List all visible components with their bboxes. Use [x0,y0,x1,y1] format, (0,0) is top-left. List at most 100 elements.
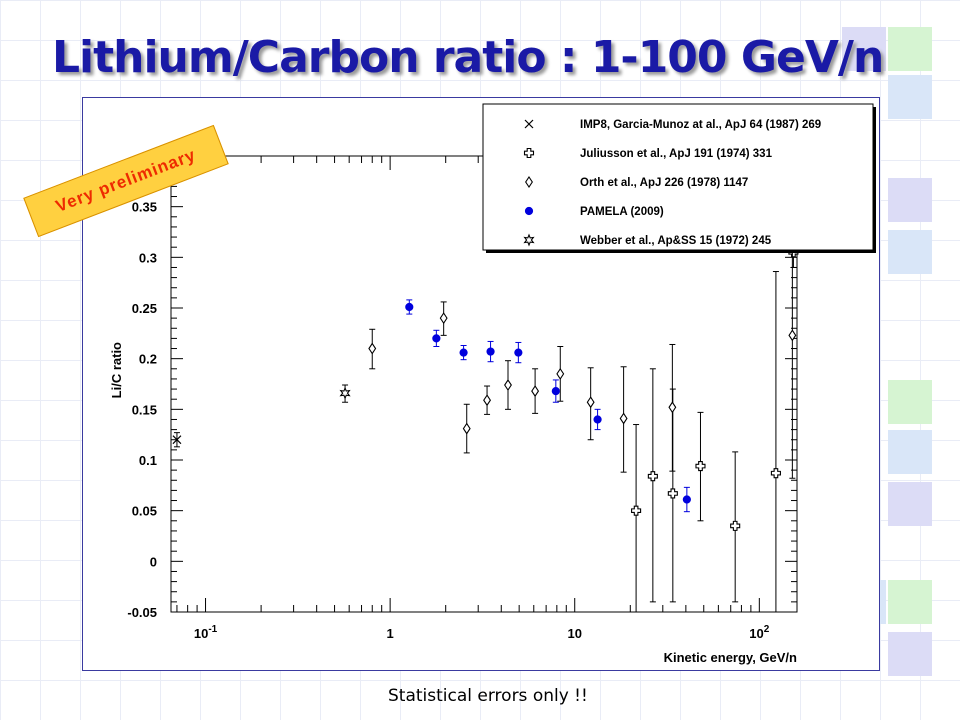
open-diamond-shape [531,385,540,398]
legend-entry: Orth et al., ApJ 226 (1978) 1147 [525,176,748,189]
dot-marker [551,386,560,396]
data-point [531,368,540,414]
diamond-marker [439,312,448,325]
decor-block [888,230,932,274]
diamond-marker [619,412,628,425]
legend-label: Orth et al., ApJ 226 (1978) 1147 [580,177,748,189]
filled-dot-shape [405,302,414,312]
legend-label: PAMELA (2009) [580,206,664,218]
dot-marker [486,347,495,356]
decor-block [888,27,932,71]
slide-title: Lithium/Carbon ratio : 1-100 GeV/n [52,32,884,83]
open-diamond-shape [525,176,533,188]
open-cross-shape [730,520,741,531]
data-point [368,328,377,370]
data-point [695,411,706,522]
decor-block [888,482,932,526]
diamond-marker [525,176,533,188]
x-tick-label: 10-1 [194,624,218,641]
cross-marker [667,488,678,499]
filled-dot-shape [593,415,602,424]
filled-dot-shape [514,348,523,357]
open-cross-shape [631,505,642,516]
open-diamond-shape [556,367,565,380]
decor-block [888,380,932,424]
data-point [551,379,560,403]
cross-marker [647,471,658,482]
dot-marker [524,206,534,216]
diamond-marker [556,367,565,380]
data-point [556,346,565,402]
dot-marker [593,415,602,424]
series-diamond [368,170,797,479]
data-point [619,366,628,473]
legend: IMP8, Garcia-Munoz at al., ApJ 64 (1987)… [482,103,876,253]
data-point [631,424,642,613]
y-tick-label: -0.05 [127,605,157,620]
open-diamond-shape [462,422,471,435]
series-x [172,432,182,448]
decor-block [888,430,932,474]
filled-dot-shape [682,495,691,504]
filled-dot-shape [551,386,560,396]
open-diamond-shape [439,312,448,325]
x-marker-stroke [172,435,182,445]
diamond-marker [483,394,492,407]
cross-marker [695,461,706,472]
decor-block [888,632,932,676]
open-diamond-shape [504,379,512,392]
filled-dot-shape [486,347,495,356]
li-c-ratio-chart: -0.05 0 0.05 0.1 0.15 0.2 0.25 0.3 0.35 10-1 1 10 10… [109,103,876,665]
open-diamond-shape [586,396,595,409]
y-tick-label: 0.2 [139,352,157,367]
plot-frame: -0.05 0 0.05 0.1 0.15 0.2 0.25 0.3 0.35 10-1 1 10 10… [82,97,880,671]
open-diamond-shape [668,401,677,414]
series-star [339,384,351,403]
decor-block [888,178,932,222]
y-tick-label: 0.15 [132,402,157,417]
data-point [483,385,492,415]
decor-block [888,580,932,624]
y-axis-title: Li/C ratio [109,342,124,398]
legend-entry: Webber et al., Ap&SS 15 (1972) 245 [523,233,772,247]
y-tick-label: 0.1 [139,453,157,468]
dot-marker [405,302,414,312]
cross-marker [631,505,642,516]
data-point [405,299,414,315]
legend-label: IMP8, Garcia-Munoz at al., ApJ 64 (1987)… [580,119,821,131]
data-point [668,343,677,472]
filled-dot-shape [432,334,441,343]
data-point [504,360,512,410]
diamond-marker [504,379,512,392]
decor-block [842,27,886,71]
open-cross-shape [647,471,658,482]
y-tick-label: 0.3 [139,250,157,265]
filled-dot-shape [459,348,468,357]
open-star-shape [523,233,535,247]
data-point [432,329,441,348]
diamond-marker [531,385,540,398]
legend-label: Webber et al., Ap&SS 15 (1972) 245 [580,235,772,247]
dot-marker [459,348,468,357]
errors-footnote: Statistical errors only !! [388,686,588,706]
diamond-marker [368,342,377,355]
data-point [462,403,471,454]
cross-marker [770,468,781,479]
open-cross-shape [523,147,535,159]
data-point [647,368,658,603]
data-point [682,486,691,513]
data-point [439,301,448,336]
data-point [339,384,351,403]
y-tick-label: 0 [150,554,157,569]
diamond-marker [462,422,471,435]
data-point [770,271,781,613]
diamond-marker [788,329,797,342]
x-marker-stroke [524,119,534,129]
x-tick-label: 102 [749,624,769,641]
data-point [586,367,595,441]
open-cross-shape [695,461,706,472]
data-point [172,432,182,448]
open-diamond-shape [788,329,797,342]
legend-entry: IMP8, Garcia-Munoz at al., ApJ 64 (1987)… [524,119,821,131]
legend-entry: PAMELA (2009) [524,206,664,218]
